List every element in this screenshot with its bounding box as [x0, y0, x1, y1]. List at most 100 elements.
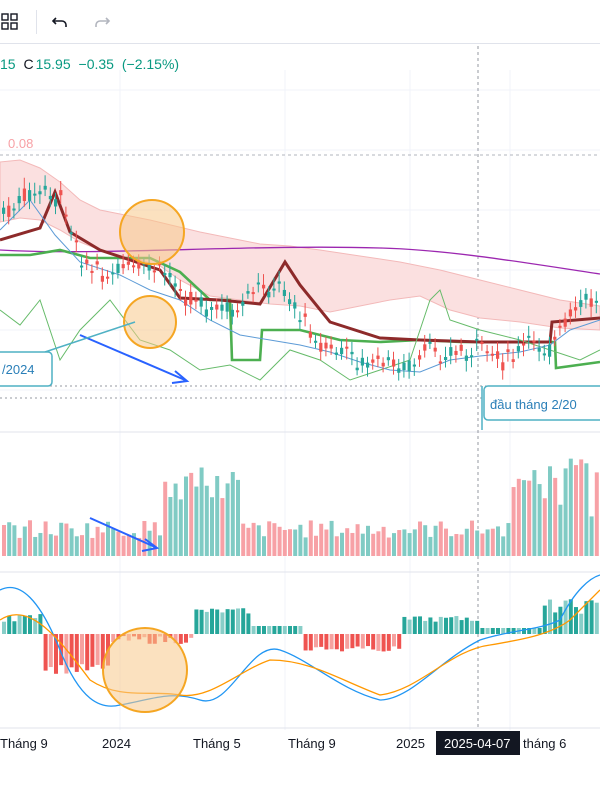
candle-body: [319, 342, 323, 352]
macd-bar: [293, 626, 298, 634]
macd-bar: [230, 609, 235, 634]
macd-bar: [584, 601, 589, 634]
volume-bar: [496, 526, 500, 556]
macd-bar: [184, 634, 188, 643]
grid-icon[interactable]: [0, 8, 24, 36]
candle-body: [121, 264, 125, 269]
macd-bar: [298, 626, 303, 634]
macd-bar: [506, 628, 511, 634]
axis-label-4: 2025: [396, 736, 425, 751]
volume-bar: [392, 533, 396, 556]
macd-bar: [334, 634, 339, 650]
candle-body: [506, 349, 510, 353]
volume-bar: [28, 520, 32, 556]
crosshair-date-label: 2025-04-07: [444, 736, 511, 751]
macd-bar: [392, 634, 396, 647]
volume-bar: [324, 529, 329, 556]
volume-bar: [236, 479, 240, 556]
volume-bar: [428, 536, 433, 556]
macd-bar: [542, 605, 547, 634]
candle-body: [277, 281, 281, 284]
volume-bar: [501, 536, 506, 556]
candle-body: [90, 270, 94, 273]
candle-body: [418, 355, 422, 360]
candle-body: [282, 289, 286, 296]
candle-body: [589, 298, 593, 307]
volume-bar: [485, 529, 490, 556]
volume-bar: [532, 470, 537, 556]
macd-bar: [236, 608, 240, 634]
volume-bar: [334, 536, 339, 556]
volume-bar: [262, 536, 266, 556]
macd-line: [0, 574, 600, 707]
volume-bar: [553, 477, 558, 556]
candle-body: [553, 336, 557, 340]
volume-bar: [7, 522, 12, 556]
candle-body: [189, 291, 193, 305]
volume-bar: [184, 476, 188, 556]
volume-bar: [350, 532, 355, 556]
indicator-lines: [0, 187, 600, 381]
volume-bar: [100, 532, 105, 556]
volume-bar: [54, 535, 58, 556]
macd-histogram: [2, 599, 599, 674]
volume-bar: [454, 533, 459, 556]
candle-body: [43, 185, 47, 190]
macd-bar: [522, 628, 526, 634]
volume-bar: [470, 520, 474, 556]
macd-bar: [423, 620, 428, 634]
volume-bar: [475, 530, 480, 556]
macd-bar: [288, 626, 292, 634]
volume-bar: [38, 532, 43, 556]
candle-body: [376, 355, 380, 359]
macd-bar: [95, 634, 100, 665]
volume-bar: [418, 521, 422, 556]
macd-bar: [277, 626, 282, 634]
volume-bar: [308, 520, 313, 556]
volume-bar: [366, 525, 370, 556]
macd-bar: [303, 634, 308, 651]
macd-bar: [59, 634, 64, 666]
volume-bar: [355, 524, 360, 556]
highlight-circle: [102, 627, 188, 713]
macd-bar: [412, 616, 417, 634]
candle-body: [38, 191, 42, 195]
candle-body: [28, 190, 32, 201]
macd-bar: [33, 618, 38, 634]
candle-body: [324, 342, 328, 349]
macd-bar: [340, 634, 344, 652]
volume-bar: [542, 498, 547, 556]
lagging-span-line: [0, 289, 600, 381]
trend-arrow: [79, 334, 186, 381]
candle-body: [454, 350, 458, 355]
volume-bar: [173, 483, 178, 556]
macd-bar: [43, 634, 48, 671]
macd-bar: [574, 607, 578, 634]
candle-body: [444, 357, 448, 361]
macd-bar: [17, 614, 22, 634]
macd-bar: [100, 634, 105, 669]
chart-toolbar: [0, 0, 600, 44]
legend-close-value: 15.95: [35, 56, 71, 72]
candle-body: [100, 275, 104, 282]
macd-bar: [594, 602, 599, 634]
undo-icon[interactable]: [46, 8, 74, 36]
candle-body: [568, 309, 572, 317]
volume-bar: [303, 537, 308, 556]
candle-body: [433, 347, 437, 352]
volume-bar: [204, 485, 209, 556]
macd-bar: [381, 634, 386, 652]
redo-icon[interactable]: [88, 8, 116, 36]
candle-body: [470, 355, 474, 358]
macd-bar: [407, 619, 412, 634]
macd-bar: [464, 617, 469, 634]
volume-bar: [527, 480, 532, 556]
volume-bar: [319, 523, 324, 556]
candle-body: [584, 293, 588, 300]
volume-bar: [464, 528, 469, 556]
volume-bar: [537, 484, 542, 556]
candle-body: [386, 357, 390, 361]
volume-bar: [511, 487, 516, 556]
macd-bar: [454, 616, 459, 634]
